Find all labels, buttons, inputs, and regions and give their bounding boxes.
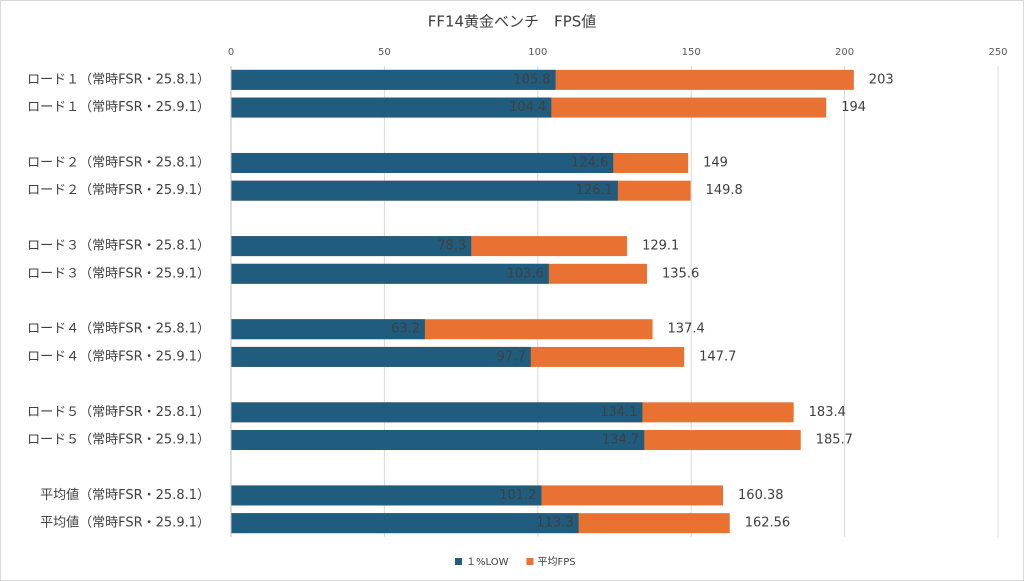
x-tick-label: 0: [228, 47, 234, 58]
value-label: 135.6: [662, 266, 699, 281]
y-tick-label: ロード４（常時FSR・25.8.1）: [27, 322, 210, 337]
value-label: 137.4: [668, 322, 705, 337]
bar: [231, 97, 552, 118]
y-tick-label: ロード４（常時FSR・25.9.1）: [27, 349, 210, 364]
bar: [231, 263, 549, 284]
value-label: 149: [703, 155, 728, 170]
x-tick-label: 100: [528, 47, 547, 58]
value-label: 149.8: [706, 183, 743, 198]
bar: [231, 152, 614, 173]
value-label: 124.6: [571, 155, 608, 170]
value-label: 78.3: [437, 239, 466, 254]
value-label: 129.1: [642, 239, 679, 254]
bar: [231, 319, 425, 340]
legend-label: １%LOW: [466, 557, 509, 568]
y-tick-label: ロード２（常時FSR・25.8.1）: [27, 155, 210, 170]
chart-title: FF14黄金ベンチ FPS値: [428, 13, 597, 31]
y-tick-label: ロード５（常時FSR・25.9.1）: [27, 433, 210, 448]
bar: [231, 485, 542, 506]
value-label: 97.7: [497, 349, 526, 364]
value-label: 203: [869, 72, 894, 87]
bar: [231, 430, 645, 451]
y-tick-label: ロード５（常時FSR・25.8.1）: [27, 405, 210, 420]
value-label: 185.7: [816, 433, 853, 448]
legend-swatch: [455, 558, 462, 565]
value-label: 183.4: [809, 405, 846, 420]
legend-swatch: [526, 558, 534, 565]
legend-label: 平均FPS: [537, 556, 575, 568]
bar: [231, 346, 531, 367]
x-tick-label: 50: [378, 47, 391, 58]
value-label: 194: [841, 100, 866, 115]
bar: [231, 236, 472, 257]
bar: [231, 69, 556, 90]
bar: [231, 513, 579, 534]
value-label: 113.3: [536, 516, 573, 531]
x-tick-label: 250: [988, 47, 1007, 58]
value-label: 160.38: [738, 488, 784, 503]
y-tick-label: ロード３（常時FSR・25.9.1）: [27, 266, 210, 281]
y-tick-label: ロード３（常時FSR・25.8.1）: [27, 239, 210, 254]
y-tick-label: ロード２（常時FSR・25.9.1）: [27, 183, 210, 198]
bar: [231, 180, 618, 201]
y-tick-label: 平均値（常時FSR・25.8.1）: [40, 487, 210, 503]
y-tick-label: ロード１（常時FSR・25.9.1）: [27, 100, 210, 115]
y-tick-label: ロード１（常時FSR・25.8.1）: [27, 72, 210, 87]
value-label: 134.1: [600, 405, 637, 420]
value-label: 162.56: [745, 516, 791, 531]
value-label: 103.6: [507, 266, 544, 281]
value-label: 126.1: [576, 183, 613, 198]
value-label: 104.4: [509, 100, 546, 115]
x-tick-label: 200: [835, 47, 854, 58]
bar: [231, 402, 643, 423]
x-tick-label: 150: [682, 47, 701, 58]
value-label: 147.7: [699, 349, 736, 364]
y-tick-label: 平均値（常時FSR・25.9.1）: [40, 515, 210, 531]
value-label: 63.2: [391, 322, 420, 337]
value-label: 105.8: [513, 72, 550, 87]
value-label: 101.2: [499, 488, 536, 503]
value-label: 134.7: [602, 433, 639, 448]
